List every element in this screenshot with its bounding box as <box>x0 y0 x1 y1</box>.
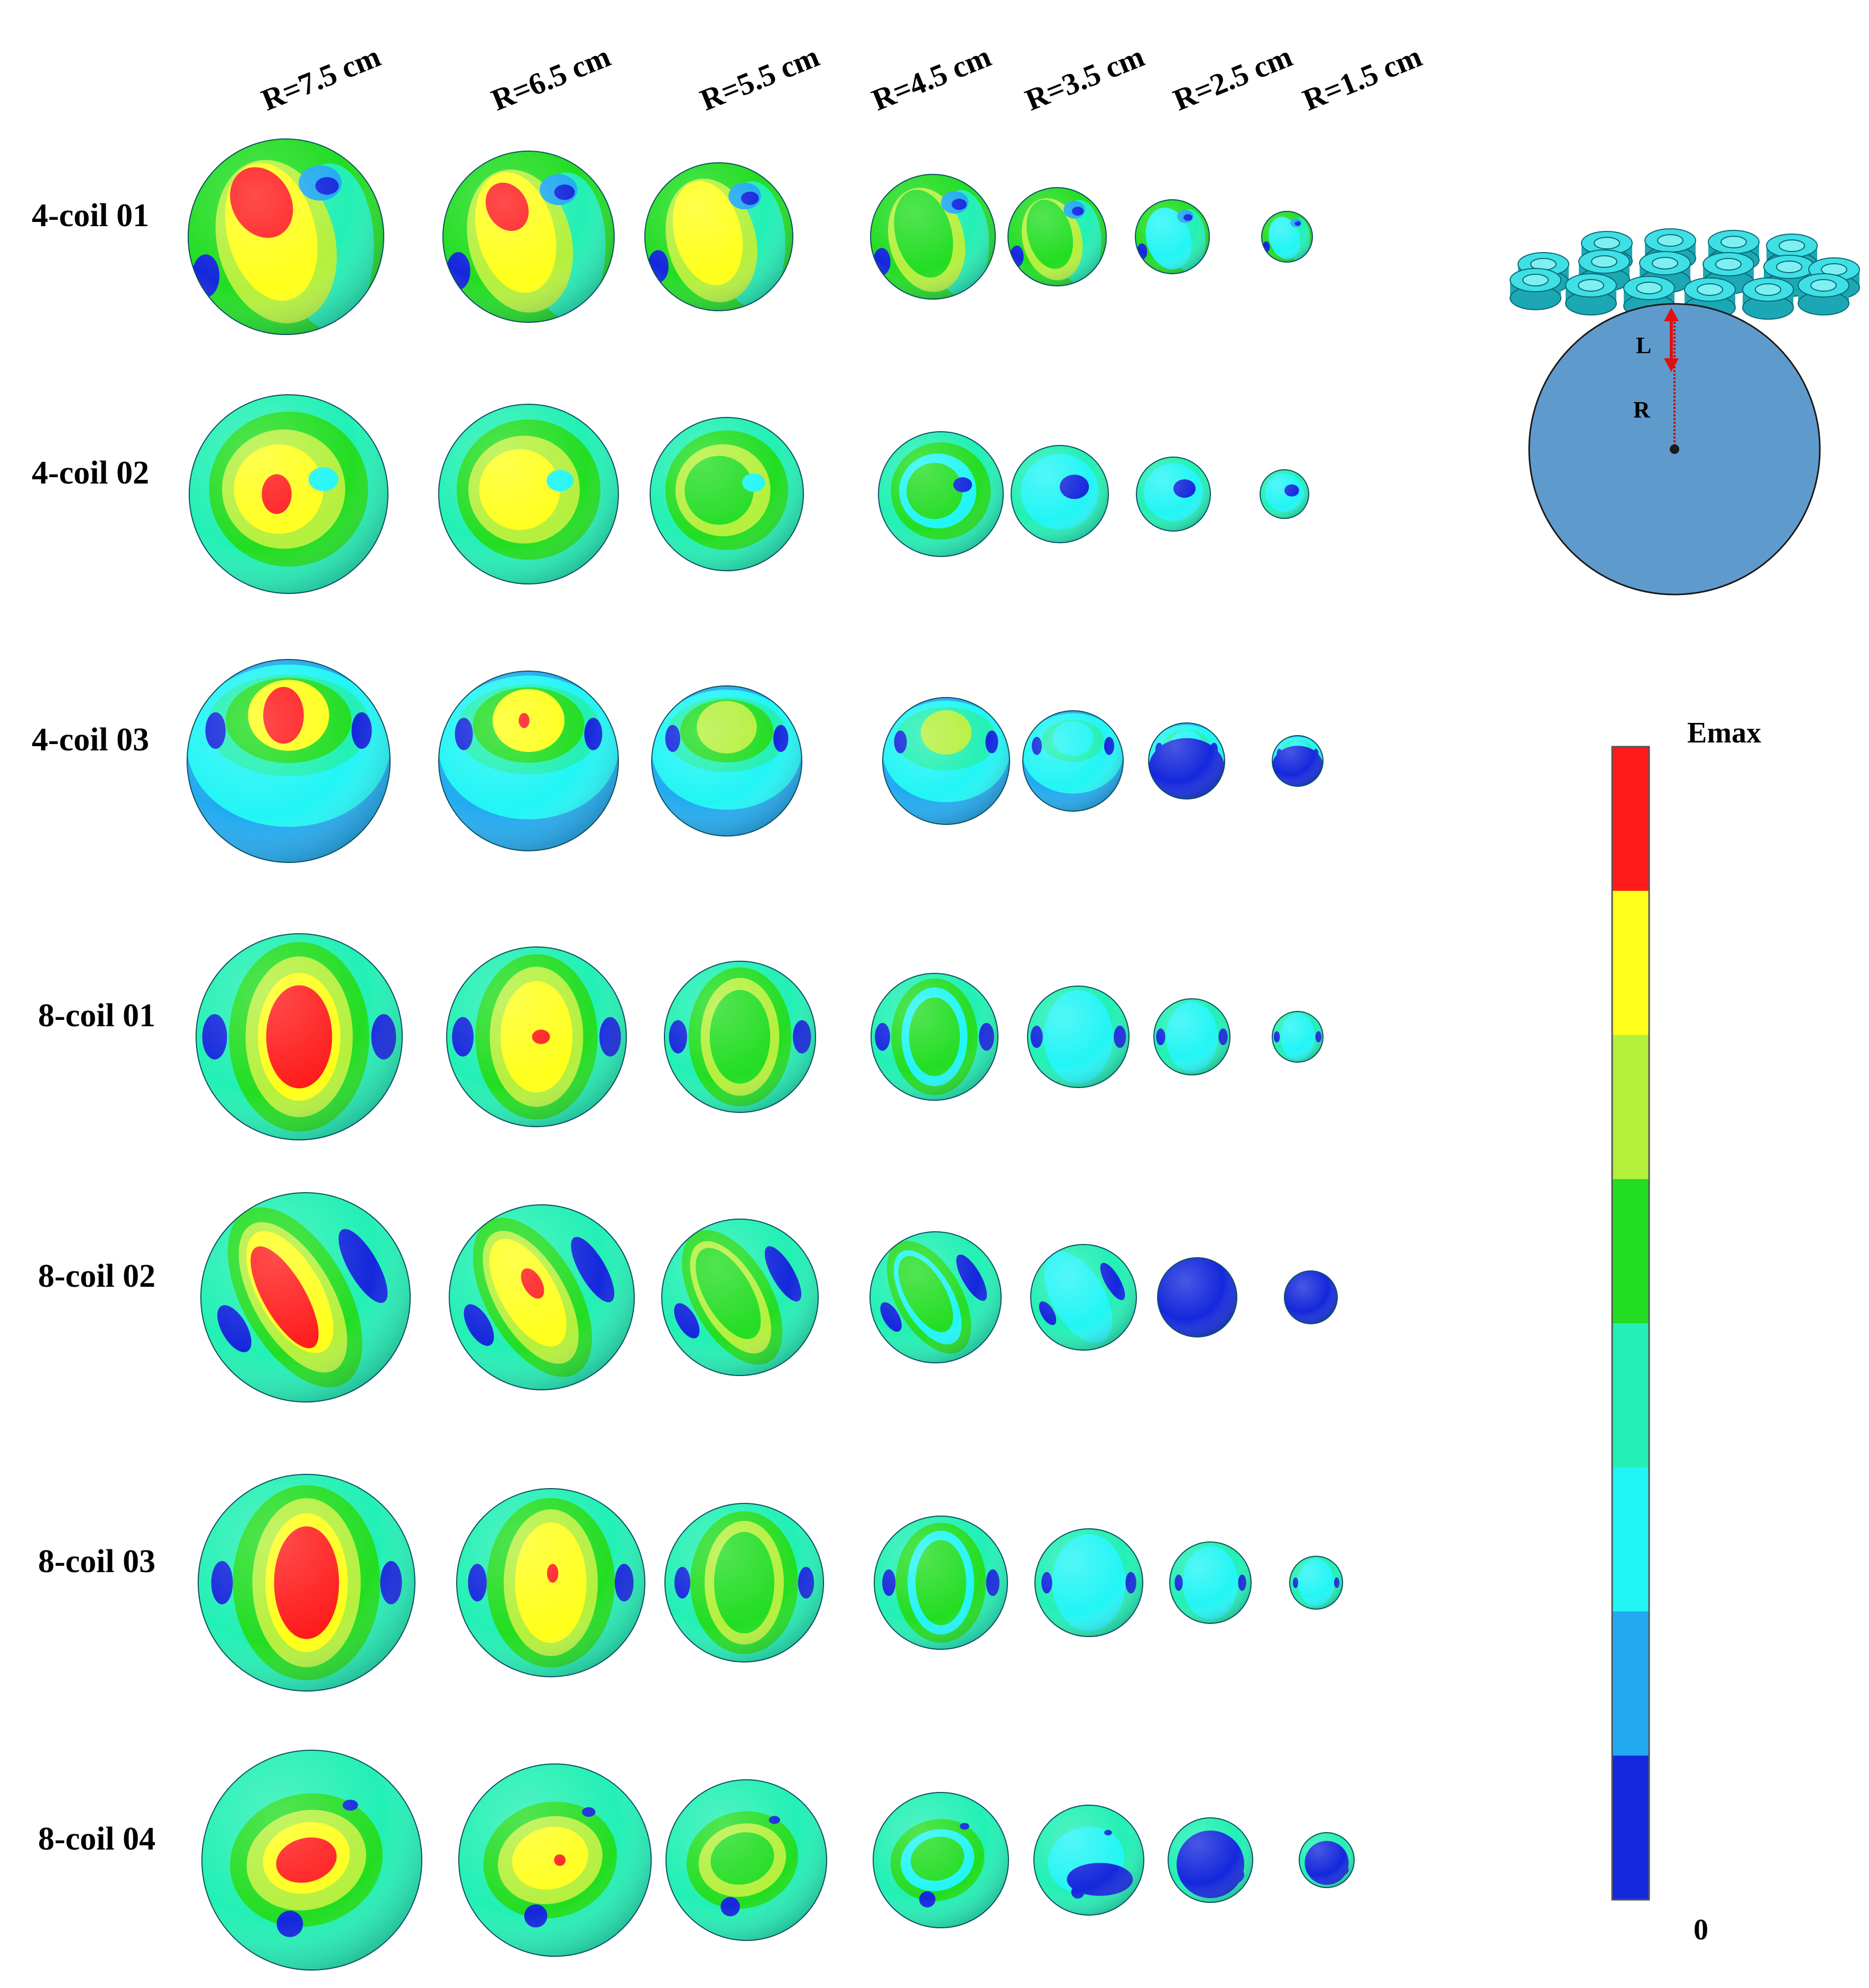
field-sphere-r5-c3 <box>661 1219 819 1376</box>
radius-label: R <box>1633 397 1651 423</box>
legend-band-2 <box>1612 890 1649 1036</box>
column-header-7: R=1.5 cm <box>1298 39 1427 117</box>
field-sphere-r1-c3 <box>644 162 793 311</box>
field-sphere-r1-c4 <box>870 174 996 300</box>
color-scale-border <box>1611 746 1650 1901</box>
field-sphere-r1-c5 <box>1007 187 1107 286</box>
field-sphere-r2-c6 <box>1136 457 1211 532</box>
field-sphere-r2-c3 <box>650 417 804 571</box>
coil-sphere-schematic: L R <box>1510 228 1860 596</box>
field-sphere-r7-c6 <box>1168 1817 1253 1903</box>
row-label-6: 8-coil 03 <box>38 1544 155 1580</box>
field-sphere-r7-c4 <box>873 1792 1009 1928</box>
field-sphere-r3-c7 <box>1272 735 1324 787</box>
sphere-center-dot <box>1670 444 1679 454</box>
row-label-7: 8-coil 04 <box>38 1821 155 1857</box>
coil-15 <box>1742 277 1794 320</box>
row-label-1: 4-coil 01 <box>32 198 149 234</box>
field-sphere-r4-c5 <box>1027 986 1130 1088</box>
field-sphere-r6-c3 <box>664 1503 824 1662</box>
field-sphere-r6-c5 <box>1034 1528 1143 1637</box>
column-header-6: R=2.5 cm <box>1169 39 1297 117</box>
field-sphere-r3-c1 <box>187 659 391 863</box>
field-sphere-r7-c7 <box>1299 1832 1355 1888</box>
field-sphere-r4-c4 <box>871 973 998 1101</box>
field-sphere-r7-c5 <box>1033 1805 1144 1916</box>
field-sphere-r4-c2 <box>446 946 627 1127</box>
field-sphere-r4-c3 <box>664 961 816 1113</box>
legend-band-5 <box>1612 1323 1649 1468</box>
column-header-1: R=7.5 cm <box>257 39 385 117</box>
legend-band-1 <box>1612 747 1649 891</box>
field-sphere-r4-c1 <box>196 933 403 1140</box>
field-sphere-r5-c5 <box>1030 1244 1137 1351</box>
field-sphere-r3-c2 <box>438 671 619 851</box>
column-header-4: R=4.5 cm <box>867 39 996 117</box>
field-sphere-r5-c2 <box>449 1204 635 1390</box>
field-sphere-r5-c6 <box>1157 1257 1237 1337</box>
field-sphere-r6-c2 <box>456 1488 645 1677</box>
field-sphere-r3-c5 <box>1022 710 1124 812</box>
field-sphere-r4-c6 <box>1153 998 1230 1075</box>
field-sphere-r2-c5 <box>1011 445 1109 543</box>
field-sphere-r1-c2 <box>442 151 615 323</box>
row-label-2: 4-coil 02 <box>32 455 149 491</box>
field-sphere-r2-c7 <box>1260 469 1309 519</box>
field-sphere-r6-c6 <box>1169 1541 1252 1624</box>
field-sphere-r5-c1 <box>200 1192 411 1402</box>
row-labels: 4-coil 01 4-coil 02 4-coil 03 8-coil 01 8-co… <box>32 198 155 1857</box>
column-header-5: R=3.5 cm <box>1021 39 1149 117</box>
coil-array <box>1510 228 1860 320</box>
legend-band-7 <box>1612 1611 1649 1757</box>
coil-8 <box>1703 252 1754 294</box>
color-scale-bar <box>1612 747 1649 1900</box>
sphere-grid <box>187 138 1355 1971</box>
field-sphere-r2-c2 <box>438 404 619 584</box>
legend-band-3 <box>1612 1035 1649 1180</box>
field-sphere-r6-c4 <box>874 1516 1008 1650</box>
field-sphere-r4-c7 <box>1272 1011 1324 1063</box>
coil-16 <box>1798 273 1849 315</box>
row-label-3: 4-coil 03 <box>32 722 149 758</box>
gap-label: L <box>1636 332 1651 358</box>
color-scale-legend: Emax 0 <box>1611 717 1761 1946</box>
legend-band-6 <box>1612 1467 1649 1612</box>
row-label-5: 8-coil 02 <box>38 1258 155 1294</box>
field-sphere-r7-c1 <box>201 1750 422 1971</box>
field-sphere-r5-c4 <box>869 1231 1002 1363</box>
coil-11 <box>1510 268 1561 310</box>
field-sphere-r1-c7 <box>1261 211 1313 263</box>
field-sphere-r2-c1 <box>189 394 388 594</box>
gap-arrow <box>1664 308 1679 372</box>
column-headers: R=7.5 cm R=6.5 cm R=5.5 cm R=4.5 cm R=3.5 cm… <box>257 39 1427 117</box>
row-label-4: 8-coil 01 <box>38 998 155 1034</box>
field-sphere-r7-c2 <box>458 1763 652 1957</box>
field-sphere-r3-c3 <box>651 685 802 837</box>
column-header-2: R=6.5 cm <box>487 39 615 117</box>
legend-band-8 <box>1612 1755 1649 1900</box>
field-sphere-r1-c6 <box>1135 199 1210 274</box>
field-sphere-r2-c4 <box>878 431 1004 557</box>
field-sphere-r5-c7 <box>1284 1270 1338 1324</box>
field-sphere-r3-c6 <box>1148 722 1225 800</box>
coil-7 <box>1639 251 1691 293</box>
legend-max-label: Emax <box>1687 717 1761 749</box>
coil-12 <box>1565 273 1617 315</box>
legend-min-label: 0 <box>1694 1913 1708 1946</box>
field-sphere-r6-c7 <box>1289 1556 1343 1610</box>
column-header-3: R=5.5 cm <box>696 39 824 117</box>
field-sphere-r7-c3 <box>665 1779 827 1941</box>
legend-band-4 <box>1612 1179 1649 1324</box>
field-sphere-r1-c1 <box>188 138 384 335</box>
field-sphere-r3-c4 <box>882 697 1010 825</box>
field-sphere-r6-c1 <box>198 1474 415 1692</box>
